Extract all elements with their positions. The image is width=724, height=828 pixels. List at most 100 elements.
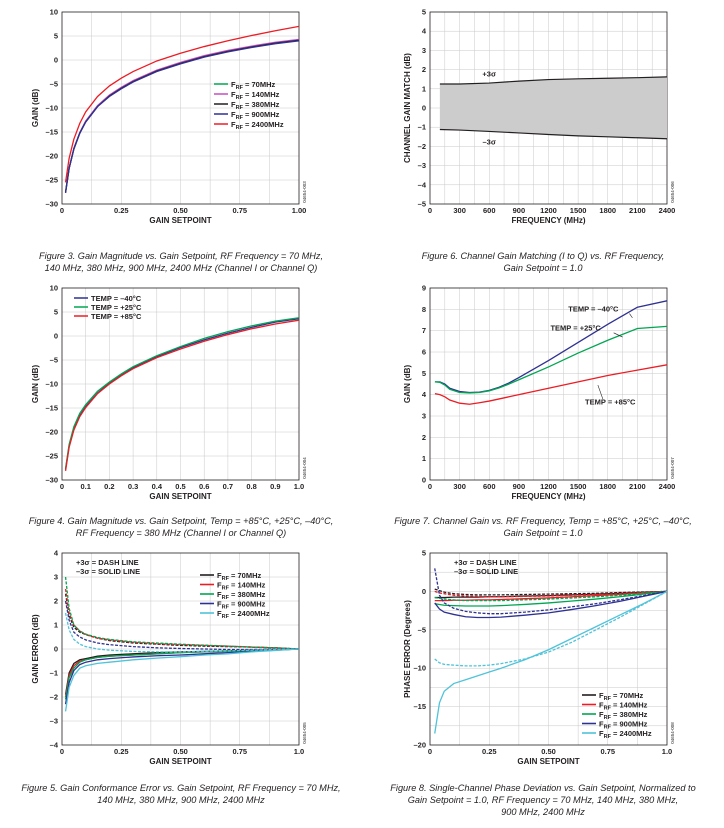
y-tick-label: –15: [45, 128, 58, 137]
caption-line: Figure 4. Gain Magnitude vs. Gain Setpoi…: [28, 516, 334, 526]
y-tick-label: –10: [45, 104, 58, 113]
y-tick-label: 0: [54, 56, 58, 65]
series-line-upper: [439, 76, 668, 85]
x-tick-label: 0.25: [482, 747, 497, 756]
note-dash-line: +3σ = DASH LINE: [76, 558, 139, 567]
series-line: [434, 588, 667, 596]
annotation-leader: [629, 313, 633, 319]
series-line: [64, 648, 299, 705]
x-tick-label: 0.50: [173, 747, 188, 756]
y-tick-label: 6: [422, 348, 426, 357]
x-tick-label: 0.9: [270, 482, 280, 491]
x-tick-label: 1.00: [292, 206, 307, 215]
x-tick-label: 2400: [659, 482, 676, 491]
x-axis-label: FREQUENCY (MHz): [511, 492, 585, 501]
y-tick-label: 4: [54, 549, 59, 558]
y-tick-label: 8: [422, 305, 426, 314]
x-tick-label: 0.5: [175, 482, 185, 491]
figure-code: 04654-008: [670, 722, 675, 744]
x-tick-label: 0: [428, 206, 432, 215]
y-tick-label: –1: [50, 669, 58, 678]
series-line: [64, 648, 299, 695]
series-line: [434, 590, 667, 607]
legend-label: FRF = 70MHz: [217, 571, 261, 582]
x-axis-label: GAIN SETPOINT: [149, 492, 211, 501]
y-tick-label: –1: [418, 123, 426, 132]
caption-line: 140 MHz, 380 MHz, 900 MHz, 2400 MHz (Cha…: [44, 263, 318, 273]
legend-label: FRF = 2400MHz: [217, 609, 270, 620]
x-tick-label: 1.0: [294, 482, 304, 491]
caption-line: Gain Setpoint = 1.0, RF Frequency = 70 M…: [407, 795, 679, 805]
x-tick-label: 0.7: [223, 482, 233, 491]
x-tick-label: 0.50: [173, 206, 188, 215]
y-tick-label: –4: [50, 741, 59, 750]
series-line: [64, 40, 299, 194]
caption-line: Figure 7. Channel Gain vs. RF Frequency,…: [394, 516, 692, 526]
x-tick-label: 600: [483, 482, 496, 491]
legend-label: TEMP = +25°C: [91, 303, 142, 312]
y-tick-label: 1: [422, 454, 426, 463]
series-line: [64, 600, 299, 651]
x-tick-label: 300: [453, 206, 466, 215]
x-tick-label: 300: [453, 482, 466, 491]
chart-fig8: 0 0.25 0.50 0.75 1.0 –20 –15 –10 –5 0 5 GAIN SETPOI…: [403, 549, 675, 767]
series-line: [434, 590, 667, 598]
x-tick-label: 0: [428, 747, 432, 756]
legend-label: TEMP = –40°C: [91, 294, 142, 303]
legend-label: FRF = 900MHz: [217, 600, 266, 611]
y-tick-label: –15: [45, 404, 58, 413]
figure-6-caption: Figure 6. Channel Gain Matching (I to Q)…: [362, 250, 724, 274]
y-tick-label: 4: [422, 390, 427, 399]
y-tick-label: –25: [45, 452, 58, 461]
series-line: [64, 319, 299, 471]
y-tick-label: –25: [45, 176, 58, 185]
y-tick-label: 0: [422, 104, 426, 113]
figure-3-caption: Figure 3. Gain Magnitude vs. Gain Setpoi…: [0, 250, 362, 274]
x-tick-label: 1800: [599, 206, 616, 215]
plot-frame: [61, 11, 300, 205]
figure-4-caption: Figure 4. Gain Magnitude vs. Gain Setpoi…: [0, 515, 362, 539]
y-tick-label: –5: [50, 356, 58, 365]
y-axis-label: GAIN ERROR (dB): [31, 614, 40, 684]
caption-line: Figure 3. Gain Magnitude vs. Gain Setpoi…: [38, 251, 323, 261]
y-tick-label: –30: [45, 200, 58, 209]
legend-label: TEMP = +85°C: [91, 312, 142, 321]
y-tick-label: 0: [54, 332, 58, 341]
y-axis-label: GAIN (dB): [31, 89, 40, 128]
legend-label: FRF = 140MHz: [217, 581, 266, 592]
note-dash-line: +3σ = DASH LINE: [454, 558, 517, 567]
legend-label: FRF = 2400MHz: [599, 729, 652, 740]
figure-5-caption: Figure 5. Gain Conformance Error vs. Gai…: [0, 782, 362, 806]
series-line: [64, 612, 299, 653]
x-tick-label: 0.8: [246, 482, 256, 491]
legend-label: FRF = 380MHz: [217, 590, 266, 601]
y-tick-label: 3: [422, 412, 426, 421]
plot-frame: [61, 287, 300, 481]
annotation-temp-plus85: TEMP = +85°C: [585, 397, 636, 406]
x-tick-label: 900: [513, 482, 526, 491]
legend-label: FRF = 70MHz: [231, 80, 275, 91]
annotation-minus-3sigma: –3σ: [483, 137, 496, 146]
x-axis-label: GAIN SETPOINT: [517, 757, 579, 766]
y-tick-label: –3: [50, 717, 58, 726]
y-tick-label: 4: [422, 27, 427, 36]
plot-frame: [429, 552, 668, 746]
x-tick-label: 0.75: [232, 206, 247, 215]
y-tick-label: –30: [45, 476, 58, 485]
x-tick-label: 1200: [540, 482, 557, 491]
series-line-lower: [439, 128, 668, 140]
series-line: [64, 317, 299, 469]
annotation-leader: [597, 384, 604, 400]
y-tick-label: 10: [50, 8, 58, 17]
y-axis-label: GAIN (dB): [403, 365, 412, 404]
x-axis-label: FREQUENCY (MHz): [511, 216, 585, 225]
y-tick-label: –15: [413, 702, 426, 711]
series-line: [434, 590, 667, 734]
x-tick-label: 0.25: [114, 747, 129, 756]
gain-match-band: [439, 76, 667, 139]
caption-line: Gain Setpoint = 1.0: [503, 263, 583, 273]
series-line: [64, 588, 299, 650]
y-tick-label: 0: [422, 587, 426, 596]
caption-line: Figure 8. Single-Channel Phase Deviation…: [390, 783, 696, 793]
